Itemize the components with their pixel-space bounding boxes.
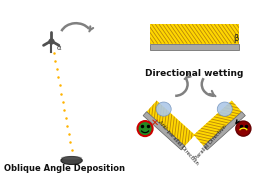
Polygon shape: [194, 101, 242, 146]
Ellipse shape: [217, 102, 232, 116]
Ellipse shape: [138, 121, 153, 136]
Text: Oblique Angle Deposition: Oblique Angle Deposition: [4, 164, 125, 173]
Ellipse shape: [236, 121, 251, 136]
Polygon shape: [147, 101, 195, 146]
Ellipse shape: [156, 102, 171, 116]
Text: Anti-parallel Direction: Anti-parallel Direction: [157, 120, 199, 166]
Polygon shape: [150, 44, 239, 50]
Text: ✕: ✕: [151, 117, 159, 127]
Text: β: β: [234, 34, 239, 43]
Polygon shape: [143, 112, 185, 150]
Ellipse shape: [61, 156, 82, 160]
Polygon shape: [204, 112, 245, 150]
Polygon shape: [150, 24, 239, 44]
Text: Parallel Direction: Parallel Direction: [194, 124, 228, 161]
Text: Directional wetting: Directional wetting: [146, 69, 244, 78]
Ellipse shape: [61, 156, 82, 164]
Text: α: α: [57, 45, 61, 51]
